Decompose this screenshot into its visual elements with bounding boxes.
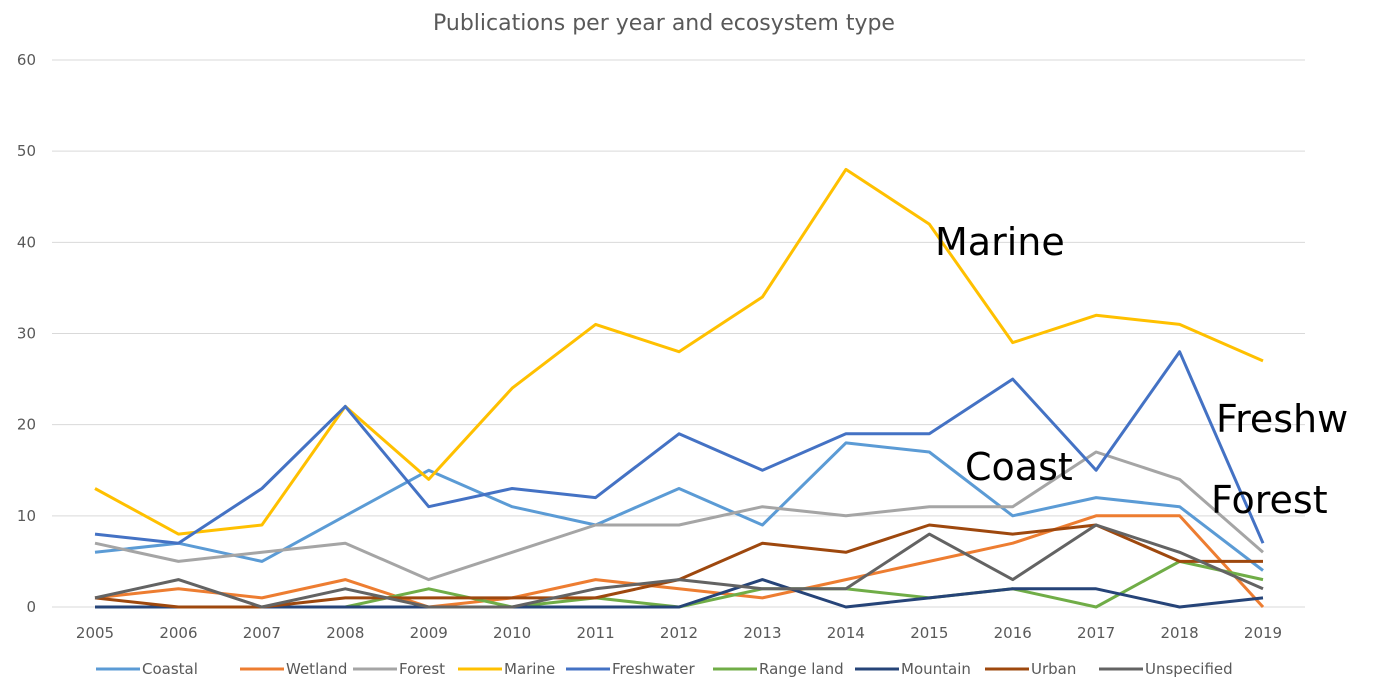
series-line-freshwater <box>94 350 1265 545</box>
x-axis-ticks: 2005 2006 2007 2008 2009 2010 2011 2012 2013 2014… <box>76 624 1282 642</box>
y-tick-label: 60 <box>17 51 36 69</box>
legend-label: Unspecified <box>1145 660 1233 678</box>
series-line-marine <box>94 167 1264 536</box>
x-tick-label: 2011 <box>576 624 614 642</box>
x-tick-label: 2017 <box>1077 624 1115 642</box>
annotation-marine: Marine <box>935 220 1065 264</box>
x-tick-label: 2015 <box>910 624 948 642</box>
series-line-range-land <box>95 559 1264 609</box>
annotation-coast: Coast <box>965 445 1073 489</box>
x-tick-label: 2008 <box>326 624 364 642</box>
legend-label: Marine <box>504 660 555 678</box>
legend-label: Forest <box>399 660 445 678</box>
series-line-forest <box>94 450 1264 582</box>
chart-title: Publications per year and ecosystem type <box>433 11 895 36</box>
x-tick-label: 2018 <box>1160 624 1198 642</box>
y-axis-ticks: 0 10 20 30 40 50 60 <box>17 51 36 616</box>
x-tick-label: 2005 <box>76 624 114 642</box>
x-tick-label: 2010 <box>493 624 531 642</box>
legend-label: Range land <box>759 660 844 678</box>
legend: Coastal Wetland Forest Marine Freshwater Rang… <box>96 660 1233 678</box>
legend-label: Mountain <box>901 660 971 678</box>
x-tick-label: 2014 <box>827 624 865 642</box>
y-tick-label: 20 <box>17 416 36 434</box>
legend-label: Coastal <box>142 660 198 678</box>
annotation-forest: Forest <box>1211 478 1328 522</box>
legend-label: Freshwater <box>612 660 695 678</box>
x-tick-label: 2006 <box>159 624 197 642</box>
y-tick-label: 10 <box>17 507 36 525</box>
legend-label: Urban <box>1031 660 1076 678</box>
series-line-coastal <box>94 441 1264 572</box>
x-tick-label: 2013 <box>743 624 781 642</box>
legend-label: Wetland <box>286 660 347 678</box>
series-lines <box>94 167 1265 609</box>
x-tick-label: 2009 <box>410 624 448 642</box>
series-line-wetland <box>94 514 1265 609</box>
annotation-freshw: Freshw <box>1216 397 1348 441</box>
y-tick-label: 0 <box>26 598 36 616</box>
y-tick-label: 50 <box>17 142 36 160</box>
x-tick-label: 2007 <box>243 624 281 642</box>
annotations: Marine Freshw Coast Forest <box>935 220 1348 522</box>
y-tick-label: 40 <box>17 233 36 251</box>
gridlines <box>52 59 1305 608</box>
x-tick-label: 2012 <box>660 624 698 642</box>
series-line-mountain <box>95 578 1264 609</box>
x-tick-label: 2016 <box>994 624 1032 642</box>
y-tick-label: 30 <box>17 325 36 343</box>
series-line-unspecified <box>94 523 1264 609</box>
x-tick-label: 2019 <box>1244 624 1282 642</box>
